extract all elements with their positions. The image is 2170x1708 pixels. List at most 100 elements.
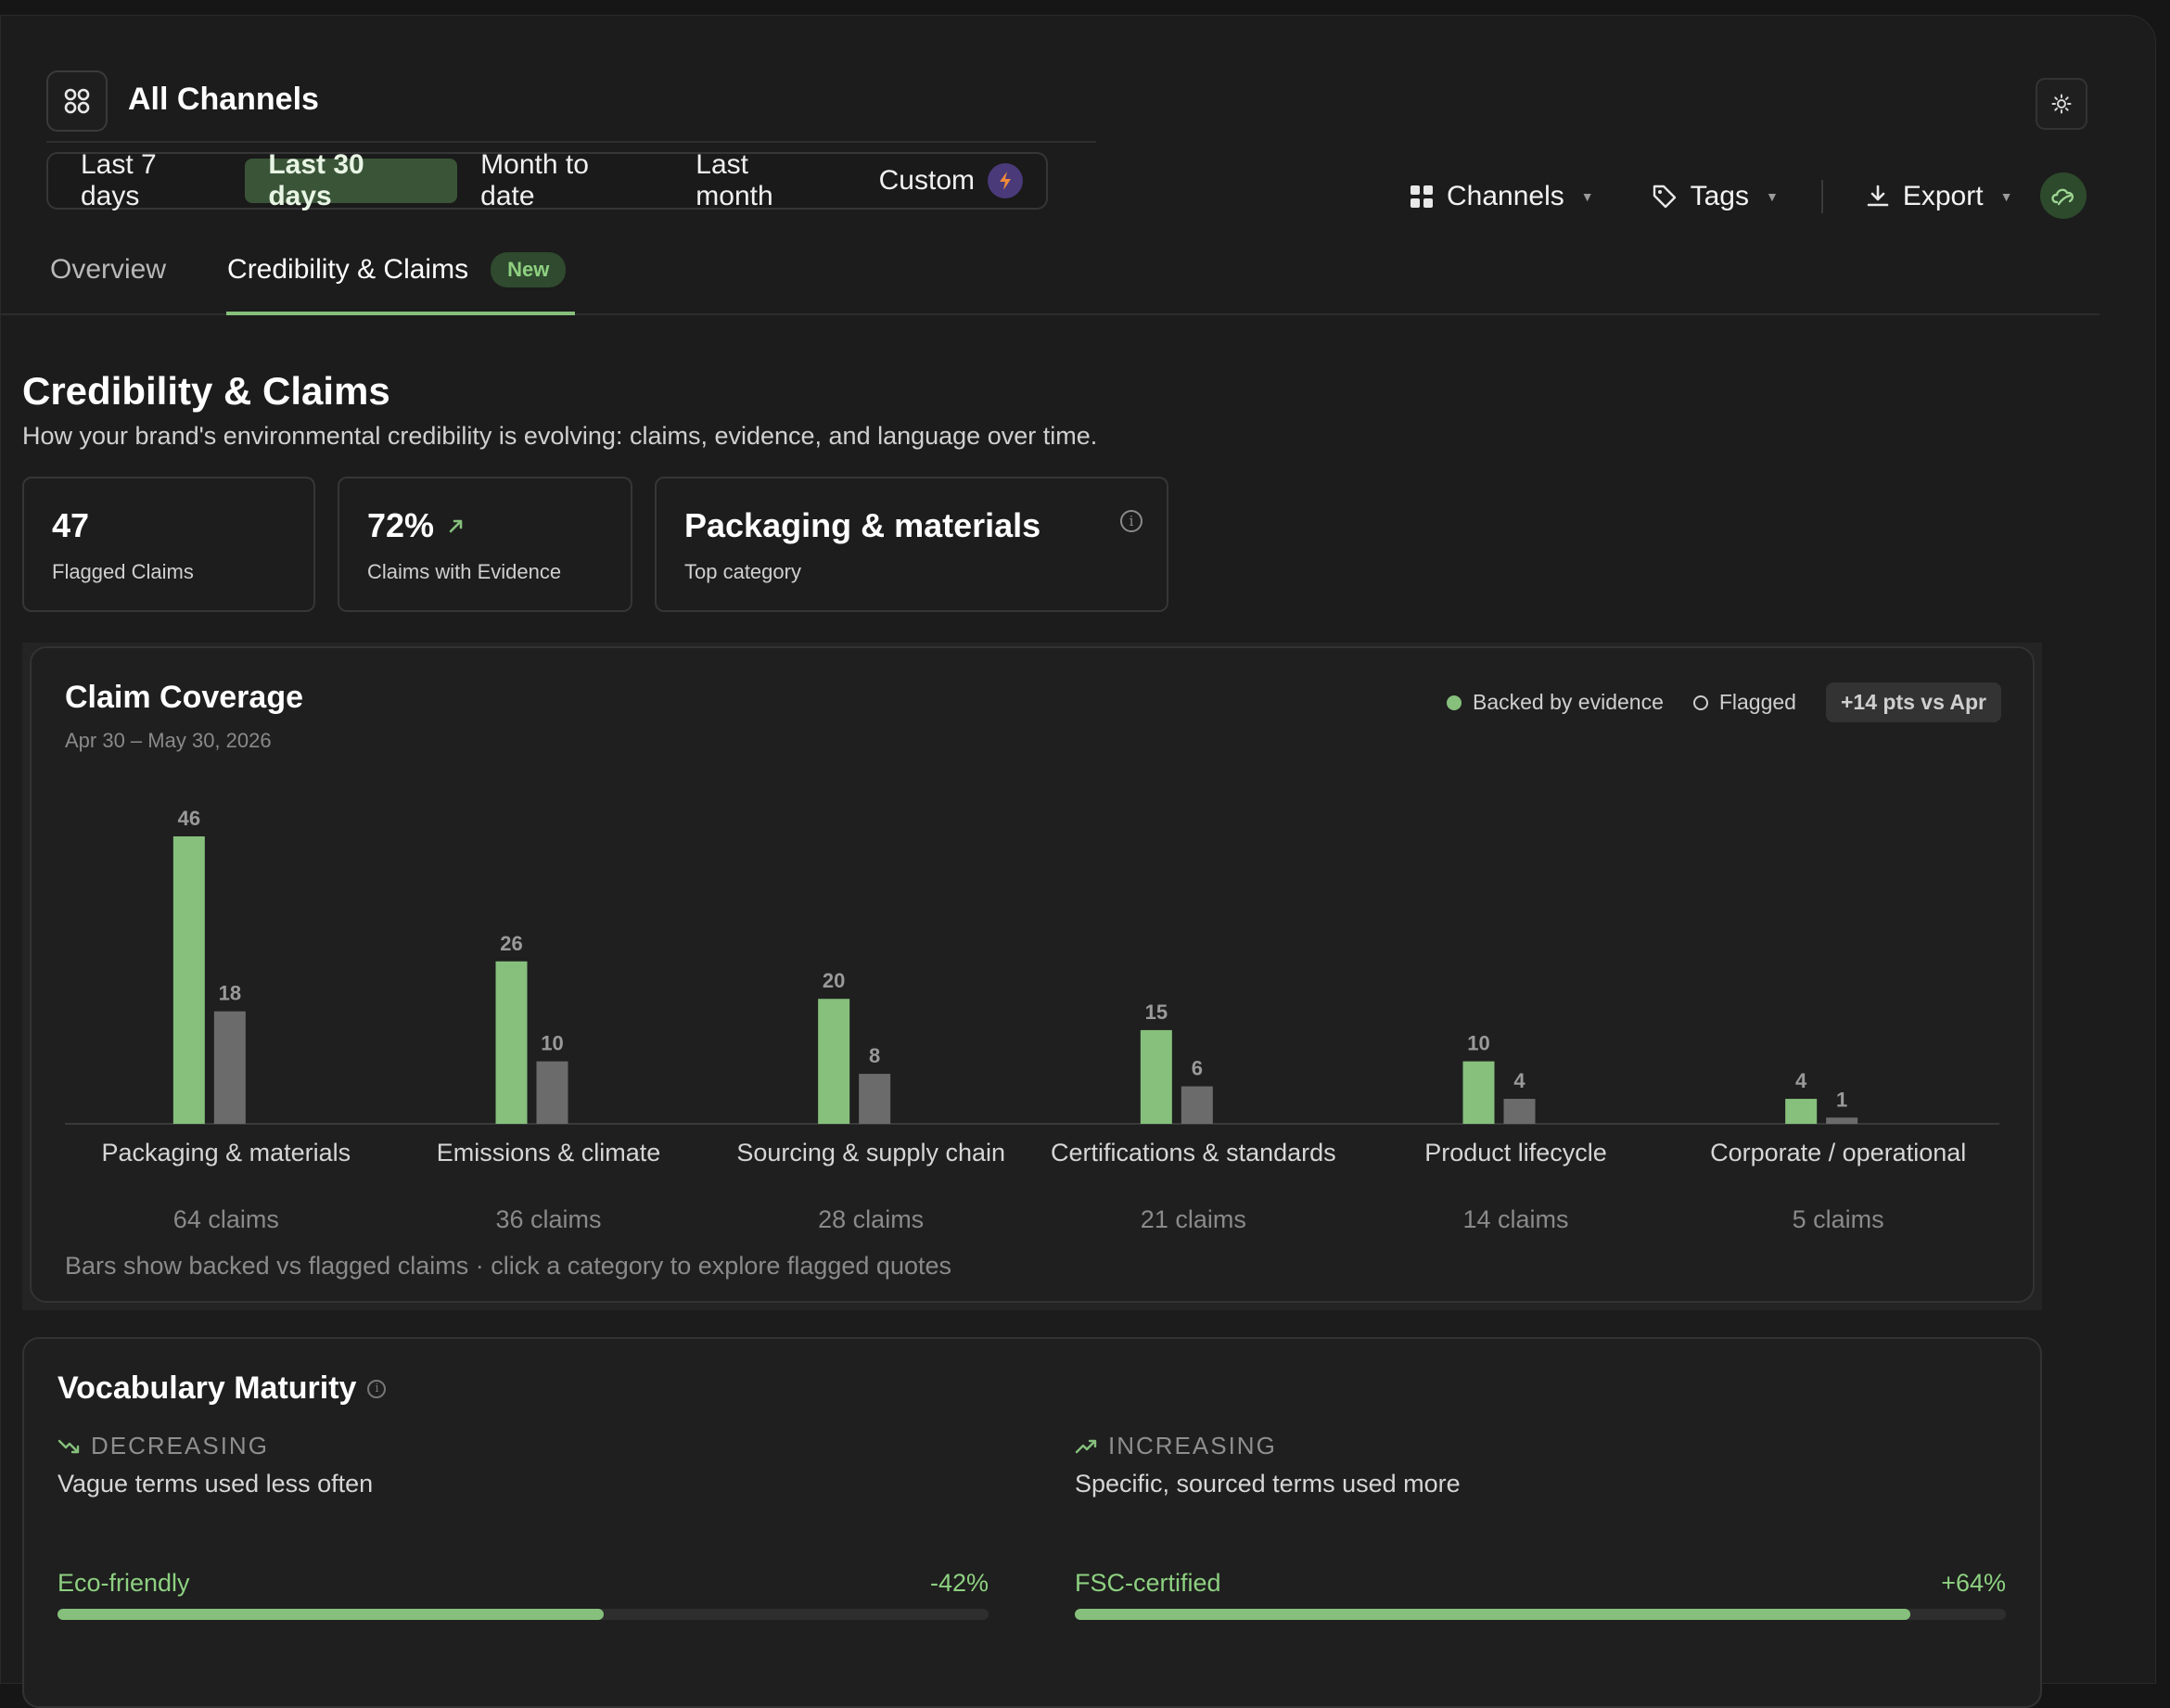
category-label[interactable]: Certifications & standards — [1051, 1139, 1336, 1166]
caret-down-icon: ▼ — [1580, 189, 1594, 204]
stat-card-claims-evidence[interactable]: 72% Claims with Evidence — [338, 477, 632, 612]
category-label[interactable]: Corporate / operational — [1710, 1139, 1966, 1166]
term-change: +64% — [1941, 1569, 2006, 1597]
category-total: 28 claims — [818, 1205, 924, 1233]
data-label-flagged: 1 — [1836, 1088, 1847, 1111]
section-subtitle: How your brand's environmental credibili… — [22, 422, 1098, 450]
toolbar: Channels ▼ Tags ▼ Export ▼ — [1410, 171, 2070, 223]
stat-card-top-category[interactable]: Packaging & materials Top category i — [655, 477, 1168, 612]
section-title: Credibility & Claims — [22, 369, 390, 413]
date-tab-last-30-days[interactable]: Last 30 days — [245, 149, 458, 211]
decreasing-column: DECREASING Vague terms used less often E… — [57, 1432, 989, 1620]
category-label[interactable]: Packaging & materials — [102, 1139, 351, 1166]
bar-backed[interactable] — [172, 836, 205, 1124]
decreasing-heading: DECREASING — [91, 1432, 269, 1459]
export-label: Export — [1902, 181, 1984, 211]
bar-flagged[interactable] — [859, 1074, 891, 1124]
term-bar-fill — [1075, 1609, 1910, 1620]
download-icon — [1867, 185, 1889, 207]
category-total: 21 claims — [1141, 1205, 1246, 1233]
term-row-fsc-certified[interactable]: FSC-certified +64% — [1075, 1569, 2006, 1598]
tab-overview[interactable]: Overview — [50, 254, 167, 285]
trend-up-icon — [449, 519, 463, 533]
data-label-backed: 10 — [1467, 1032, 1489, 1055]
data-label-backed: 4 — [1795, 1069, 1807, 1092]
stat-value: 47 — [52, 506, 90, 544]
legend-label-flagged: Flagged — [1718, 690, 1796, 714]
legend-dot-backed — [1447, 695, 1462, 710]
term-bar-track — [1075, 1609, 2006, 1620]
stat-label: Top category — [684, 560, 801, 583]
grid-icon — [1410, 185, 1433, 208]
category-label[interactable]: Emissions & climate — [437, 1139, 661, 1166]
stat-label: Flagged Claims — [52, 560, 194, 583]
tag-icon — [1653, 185, 1676, 209]
caret-down-icon: ▼ — [1999, 189, 2013, 204]
data-label-backed: 20 — [823, 969, 845, 992]
bar-backed[interactable] — [1462, 1061, 1495, 1124]
term-bar-track — [57, 1609, 989, 1620]
tags-dropdown[interactable]: Tags ▼ — [1652, 181, 1779, 212]
theme-toggle-button[interactable] — [2036, 78, 2087, 130]
new-badge: New — [491, 252, 567, 287]
channels-label: Channels — [1447, 181, 1564, 211]
chart-legend: Backed by evidence Flagged +14 pts vs Ap… — [1447, 682, 2002, 722]
export-dropdown[interactable]: Export ▼ — [1866, 181, 2013, 212]
vocabulary-title-row: Vocabulary Maturity i — [57, 1370, 387, 1407]
date-tab-custom[interactable]: Custom — [856, 159, 1046, 203]
bar-flagged[interactable] — [1181, 1086, 1213, 1124]
category-total: 5 claims — [1793, 1205, 1884, 1233]
claim-coverage-card — [30, 646, 2035, 1303]
toolbar-divider — [1820, 180, 1823, 213]
bar-flagged[interactable] — [213, 1011, 246, 1124]
section-tabs: Overview Credibility & Claims New — [50, 252, 627, 287]
active-tab-indicator — [226, 312, 575, 315]
legend-label-backed: Backed by evidence — [1473, 690, 1664, 714]
chart-footnote: Bars show backed vs flagged claims · cli… — [65, 1252, 951, 1280]
data-label-backed: 46 — [178, 807, 200, 830]
stat-card-flagged-claims[interactable]: 47 Flagged Claims — [22, 477, 315, 612]
page-title: All Channels — [128, 82, 319, 117]
delta-badge: +14 pts vs Apr — [1825, 682, 2002, 722]
term-row-eco-friendly[interactable]: Eco-friendly -42% — [57, 1569, 989, 1598]
legend-dot-flagged — [1692, 695, 1708, 710]
chart-title: Claim Coverage — [65, 680, 303, 715]
channels-dropdown[interactable]: Channels ▼ — [1410, 181, 1594, 212]
increasing-column: INCREASING Specific, sourced terms used … — [1075, 1432, 2006, 1620]
term-label: Eco-friendly — [57, 1569, 190, 1597]
info-icon[interactable]: i — [367, 1379, 387, 1398]
info-icon[interactable]: i — [1120, 510, 1142, 532]
bar-backed[interactable] — [818, 999, 850, 1124]
data-label-flagged: 6 — [1192, 1057, 1203, 1080]
user-avatar[interactable] — [2040, 172, 2087, 219]
vocabulary-maturity-card — [22, 1337, 2042, 1708]
decreasing-description: Vague terms used less often — [57, 1470, 374, 1498]
term-label: FSC-certified — [1075, 1569, 1221, 1597]
data-label-flagged: 8 — [869, 1044, 880, 1067]
term-bar-fill — [57, 1609, 605, 1620]
bar-flagged[interactable] — [1503, 1099, 1536, 1124]
legend-item-backed: Backed by evidence — [1447, 690, 1664, 715]
category-total: 14 claims — [1462, 1205, 1568, 1233]
stat-value: Packaging & materials — [684, 506, 1041, 544]
term-change: -42% — [929, 1569, 989, 1597]
category-label[interactable]: Sourcing & supply chain — [736, 1139, 1005, 1166]
category-label[interactable]: Product lifecycle — [1424, 1139, 1607, 1166]
title-divider — [46, 141, 1096, 143]
apps-grid-icon[interactable] — [46, 70, 108, 132]
bar-backed[interactable] — [1140, 1029, 1172, 1124]
tabs-divider — [0, 313, 2100, 315]
data-label-flagged: 18 — [219, 982, 241, 1005]
bar-backed[interactable] — [495, 961, 528, 1124]
tags-label: Tags — [1690, 181, 1749, 211]
bar-backed[interactable] — [1785, 1099, 1818, 1124]
date-tab-custom-label: Custom — [878, 165, 975, 196]
data-label-backed: 15 — [1145, 1001, 1168, 1024]
bar-flagged[interactable] — [1826, 1117, 1858, 1124]
tab-credibility-claims[interactable]: Credibility & Claims New — [227, 252, 567, 287]
leaf-cloud-icon — [2051, 188, 2074, 206]
chart-date-range: Apr 30 – May 30, 2026 — [65, 729, 272, 752]
bar-flagged[interactable] — [536, 1061, 568, 1124]
data-label-flagged: 10 — [541, 1032, 563, 1055]
